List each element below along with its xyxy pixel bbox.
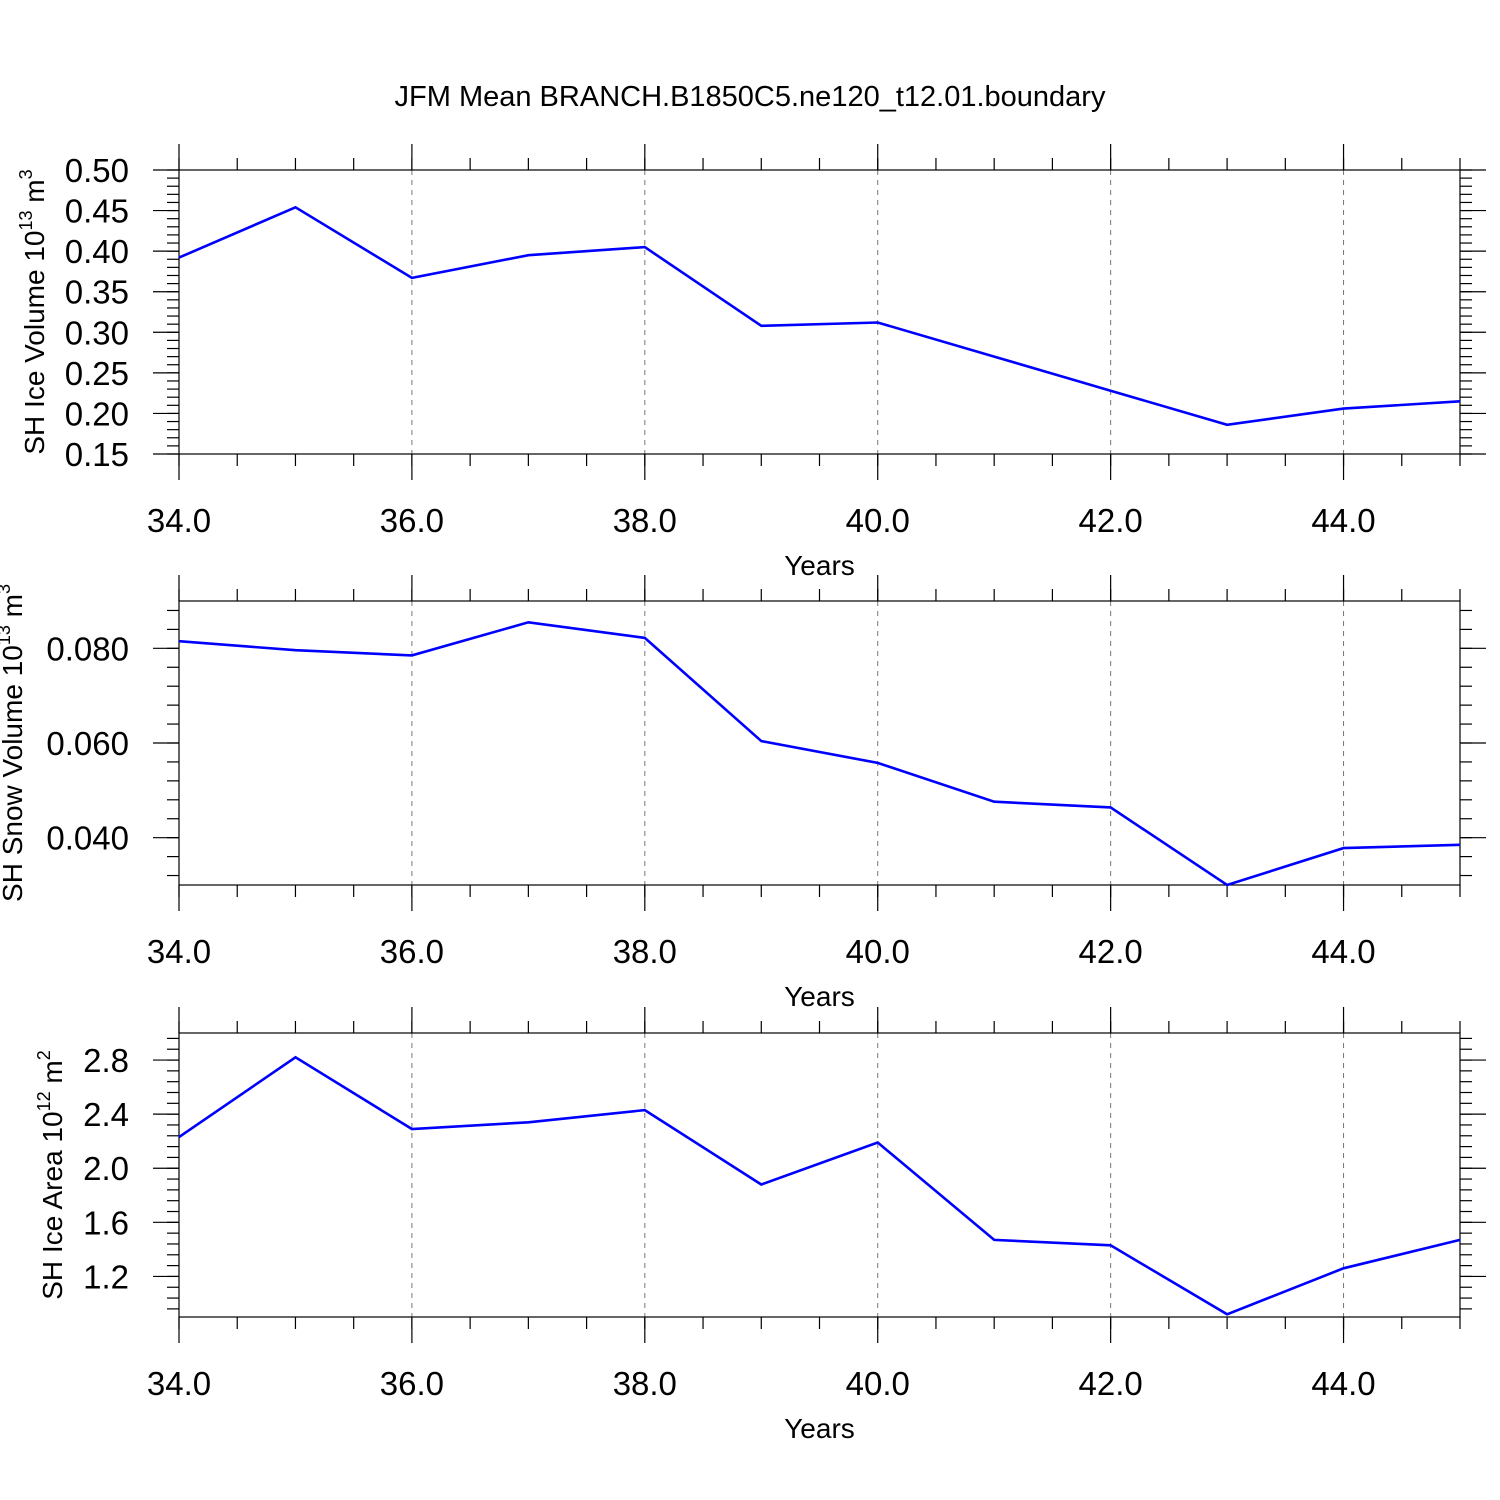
x-axis-title: Years bbox=[784, 550, 855, 581]
x-tick-label: 40.0 bbox=[846, 933, 910, 970]
y-axis-title-superscript: 3 bbox=[16, 169, 36, 179]
y-axis-title-superscript: 3 bbox=[0, 584, 14, 594]
series-line bbox=[178, 205, 1461, 427]
x-tick-label: 38.0 bbox=[613, 933, 677, 970]
y-axis-title-superscript: 2 bbox=[34, 1050, 54, 1060]
y-tick-label: 2.0 bbox=[83, 1150, 129, 1187]
x-tick-label: 42.0 bbox=[1079, 1365, 1143, 1402]
y-tick-label: 0.15 bbox=[65, 436, 129, 473]
y-tick-label: 0.30 bbox=[65, 314, 129, 351]
figure-title: JFM Mean BRANCH.B1850C5.ne120_t12.01.bou… bbox=[395, 81, 1106, 113]
y-axis-title-part: m bbox=[0, 594, 28, 625]
x-tick-label: 38.0 bbox=[613, 1365, 677, 1402]
y-axis-title-superscript: 12 bbox=[34, 1091, 54, 1111]
x-tick-label: 40.0 bbox=[846, 1365, 910, 1402]
y-axis-title-part: m bbox=[37, 1060, 68, 1091]
y-tick-label: 0.45 bbox=[65, 193, 129, 230]
y-axis-title: SH Ice Volume 1013 m3 bbox=[16, 169, 50, 454]
x-tick-label: 34.0 bbox=[147, 502, 211, 539]
plot-frame bbox=[178, 600, 1461, 886]
y-axis-title-superscript: 13 bbox=[0, 625, 14, 645]
x-axis-title: Years bbox=[784, 981, 855, 1012]
x-tick-label: 34.0 bbox=[147, 1365, 211, 1402]
x-tick-label: 38.0 bbox=[613, 502, 677, 539]
y-axis-title-part: SH Ice Area 10 bbox=[37, 1111, 68, 1299]
y-axis-title: SH Ice Area 1012 m2 bbox=[34, 1050, 68, 1300]
y-axis-title-part: SH Ice Volume 10 bbox=[19, 231, 50, 455]
series-line bbox=[178, 1055, 1461, 1316]
y-tick-label: 0.060 bbox=[46, 725, 129, 762]
y-axis-title-part: SH Snow Volume 10 bbox=[0, 645, 28, 902]
y-tick-label: 0.20 bbox=[65, 395, 129, 432]
plot-frame bbox=[178, 1032, 1461, 1318]
panel-1: 34.0 36.0 38.0 40.0 42.0 44.0 0.15 0.200.25 0.30… bbox=[16, 144, 1486, 581]
x-tick-label: 36.0 bbox=[380, 933, 444, 970]
x-tick-label: 40.0 bbox=[846, 502, 910, 539]
panels: 34.0 36.0 38.0 40.0 42.0 44.0 0.15 0.200.25 0.30… bbox=[0, 144, 1486, 1444]
y-tick-label: 0.40 bbox=[65, 233, 129, 270]
y-tick-label: 1.6 bbox=[83, 1204, 129, 1241]
y-tick-label: 0.35 bbox=[65, 274, 129, 311]
x-tick-label: 34.0 bbox=[147, 933, 211, 970]
y-tick-label: 0.50 bbox=[65, 152, 129, 189]
x-tick-label: 44.0 bbox=[1311, 502, 1375, 539]
y-tick-label: 2.4 bbox=[83, 1096, 129, 1133]
panel-3: 34.0 36.0 38.0 40.0 42.0 44.0 1.2 1.6 2.0 2.4 2.8 Y… bbox=[34, 1007, 1486, 1444]
y-axis-title: SH Snow Volume 1013 m3 bbox=[0, 584, 28, 902]
series-line bbox=[178, 620, 1461, 887]
x-tick-label: 42.0 bbox=[1079, 933, 1143, 970]
x-tick-label: 36.0 bbox=[380, 502, 444, 539]
y-tick-label: 1.2 bbox=[83, 1258, 129, 1295]
x-tick-label: 42.0 bbox=[1079, 502, 1143, 539]
plot-frame bbox=[178, 169, 1461, 455]
x-tick-label: 44.0 bbox=[1311, 933, 1375, 970]
y-axis-title-part: m bbox=[19, 179, 50, 210]
x-tick-label: 36.0 bbox=[380, 1365, 444, 1402]
y-tick-label: 0.040 bbox=[46, 820, 129, 857]
y-axis-title-superscript: 13 bbox=[16, 210, 36, 230]
x-axis-title: Years bbox=[784, 1413, 855, 1444]
x-tick-label: 44.0 bbox=[1311, 1365, 1375, 1402]
y-tick-label: 0.25 bbox=[65, 355, 129, 392]
panel-2: 34.0 36.0 38.0 40.0 42.0 44.0 0.040 0.060 0.080 Y… bbox=[0, 575, 1486, 1012]
y-tick-label: 2.8 bbox=[83, 1042, 129, 1079]
y-tick-label: 0.080 bbox=[46, 630, 129, 667]
